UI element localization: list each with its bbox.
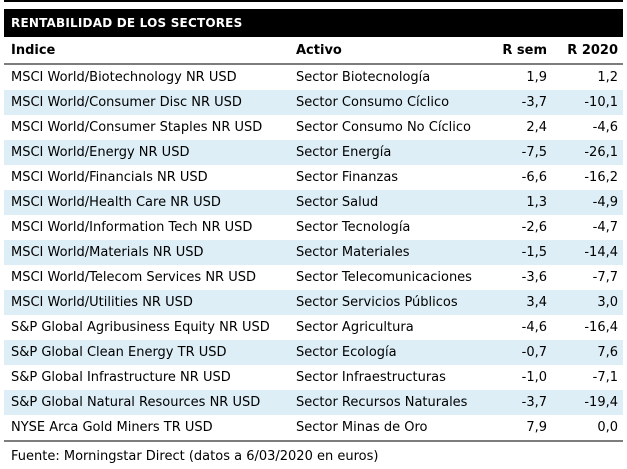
cell-r-2020: -4,7 [592,220,618,235]
cell-r-2020: -10,1 [584,95,618,110]
cell-r-sem: 7,9 [526,420,547,435]
cell-activo: Sector Telecomunicaciones [296,270,472,285]
cell-activo: Sector Minas de Oro [296,420,428,435]
cell-r-2020: -4,9 [592,195,618,210]
cell-r-2020: -14,4 [584,245,618,260]
cell-indice: MSCI World/Consumer Disc NR USD [11,95,242,110]
cell-indice: MSCI World/Energy NR USD [11,145,190,160]
cell-activo: Sector Consumo Cíclico [296,95,450,110]
cell-activo: Sector Materiales [296,245,410,260]
cell-r-sem: -3,7 [521,395,547,410]
header-divider-line [4,63,623,65]
cell-r-sem: -6,6 [521,170,547,185]
cell-r-sem: 1,3 [526,195,547,210]
cell-activo: Sector Salud [296,195,379,210]
cell-r-2020: -7,1 [592,370,618,385]
table-row: MSCI World/Energy NR USD Sector Energía -7… [4,140,623,165]
cell-indice: MSCI World/Telecom Services NR USD [11,270,257,285]
table-row: MSCI World/Biotechnology NR USD Sector Bi… [4,65,623,90]
cell-indice: S&P Global Infrastructure NR USD [11,370,231,385]
cell-r-sem: -3,7 [521,95,547,110]
spacer [4,2,623,9]
table-row: MSCI World/Consumer Staples NR USD Sector… [4,115,623,140]
table-row: S&P Global Agribusiness Equity NR USD Sec… [4,315,623,340]
table-row: S&P Global Natural Resources NR USD Secto… [4,390,623,415]
cell-activo: Sector Recursos Naturales [296,395,468,410]
column-header-r-sem: R sem [502,42,547,58]
table-row: MSCI World/Consumer Disc NR USD Sector Co… [4,90,623,115]
cell-activo: Sector Infraestructuras [296,370,446,385]
cell-indice: MSCI World/Consumer Staples NR USD [11,120,263,135]
source-note: Fuente: Morningstar Direct (datos a 6/03… [11,449,379,464]
cell-activo: Sector Finanzas [296,170,399,185]
footer-divider-line [4,440,623,442]
table-row: MSCI World/Health Care NR USD Sector Salu… [4,190,623,215]
cell-r-sem: 1,9 [526,70,547,85]
top-border-line [4,0,623,2]
cell-r-2020: -16,2 [584,170,618,185]
cell-activo: Sector Ecología [296,345,397,360]
cell-r-2020: -7,7 [592,270,618,285]
column-header-r-2020: R 2020 [567,42,618,58]
cell-r-2020: 7,6 [597,345,618,360]
cell-indice: S&P Global Natural Resources NR USD [11,395,261,410]
cell-r-2020: -26,1 [584,145,618,160]
cell-indice: NYSE Arca Gold Miners TR USD [11,420,213,435]
table-title: RENTABILIDAD DE LOS SECTORES [11,16,243,30]
table-row: MSCI World/Information Tech NR USD Sector… [4,215,623,240]
cell-r-2020: 0,0 [597,420,618,435]
cell-activo: Sector Servicios Públicos [296,295,458,310]
cell-r-2020: -16,4 [584,320,618,335]
cell-indice: MSCI World/Health Care NR USD [11,195,221,210]
cell-r-2020: -19,4 [584,395,618,410]
cell-indice: S&P Global Agribusiness Equity NR USD [11,320,270,335]
column-header-indice: Índice [11,42,56,58]
cell-r-2020: -4,6 [592,120,618,135]
cell-r-2020: 1,2 [597,70,618,85]
table-row: MSCI World/Financials NR USD Sector Finan… [4,165,623,190]
table-row: MSCI World/Telecom Services NR USD Sector… [4,265,623,290]
table-row: MSCI World/Materials NR USD Sector Materi… [4,240,623,265]
table-row: S&P Global Infrastructure NR USD Sector I… [4,365,623,390]
cell-activo: Sector Tecnología [296,220,411,235]
cell-r-sem: -0,7 [521,345,547,360]
table-row: MSCI World/Utilities NR USD Sector Servic… [4,290,623,315]
cell-r-sem: 3,4 [526,295,547,310]
cell-r-sem: -1,5 [521,245,547,260]
cell-r-sem: -1,0 [521,370,547,385]
column-header-activo: Activo [296,42,342,58]
cell-indice: MSCI World/Materials NR USD [11,245,204,260]
cell-activo: Sector Consumo No Cíclico [296,120,471,135]
cell-r-sem: -7,5 [521,145,547,160]
cell-indice: MSCI World/Biotechnology NR USD [11,70,237,85]
cell-activo: Sector Energía [296,145,392,160]
table-row: S&P Global Clean Energy TR USD Sector Eco… [4,340,623,365]
cell-indice: MSCI World/Utilities NR USD [11,295,193,310]
cell-r-sem: 2,4 [526,120,547,135]
cell-r-sem: -3,6 [521,270,547,285]
table-title-bar: RENTABILIDAD DE LOS SECTORES [4,9,623,37]
table-row: NYSE Arca Gold Miners TR USD Sector Minas… [4,415,623,440]
cell-indice: MSCI World/Information Tech NR USD [11,220,253,235]
cell-activo: Sector Agricultura [296,320,414,335]
cell-indice: S&P Global Clean Energy TR USD [11,345,227,360]
cell-activo: Sector Biotecnología [296,70,431,85]
table-header-row: Índice Activo R sem R 2020 [4,37,623,63]
cell-r-2020: 3,0 [597,295,618,310]
cell-r-sem: -4,6 [521,320,547,335]
table-body: MSCI World/Biotechnology NR USD Sector Bi… [4,65,623,440]
cell-indice: MSCI World/Financials NR USD [11,170,208,185]
cell-r-sem: -2,6 [521,220,547,235]
